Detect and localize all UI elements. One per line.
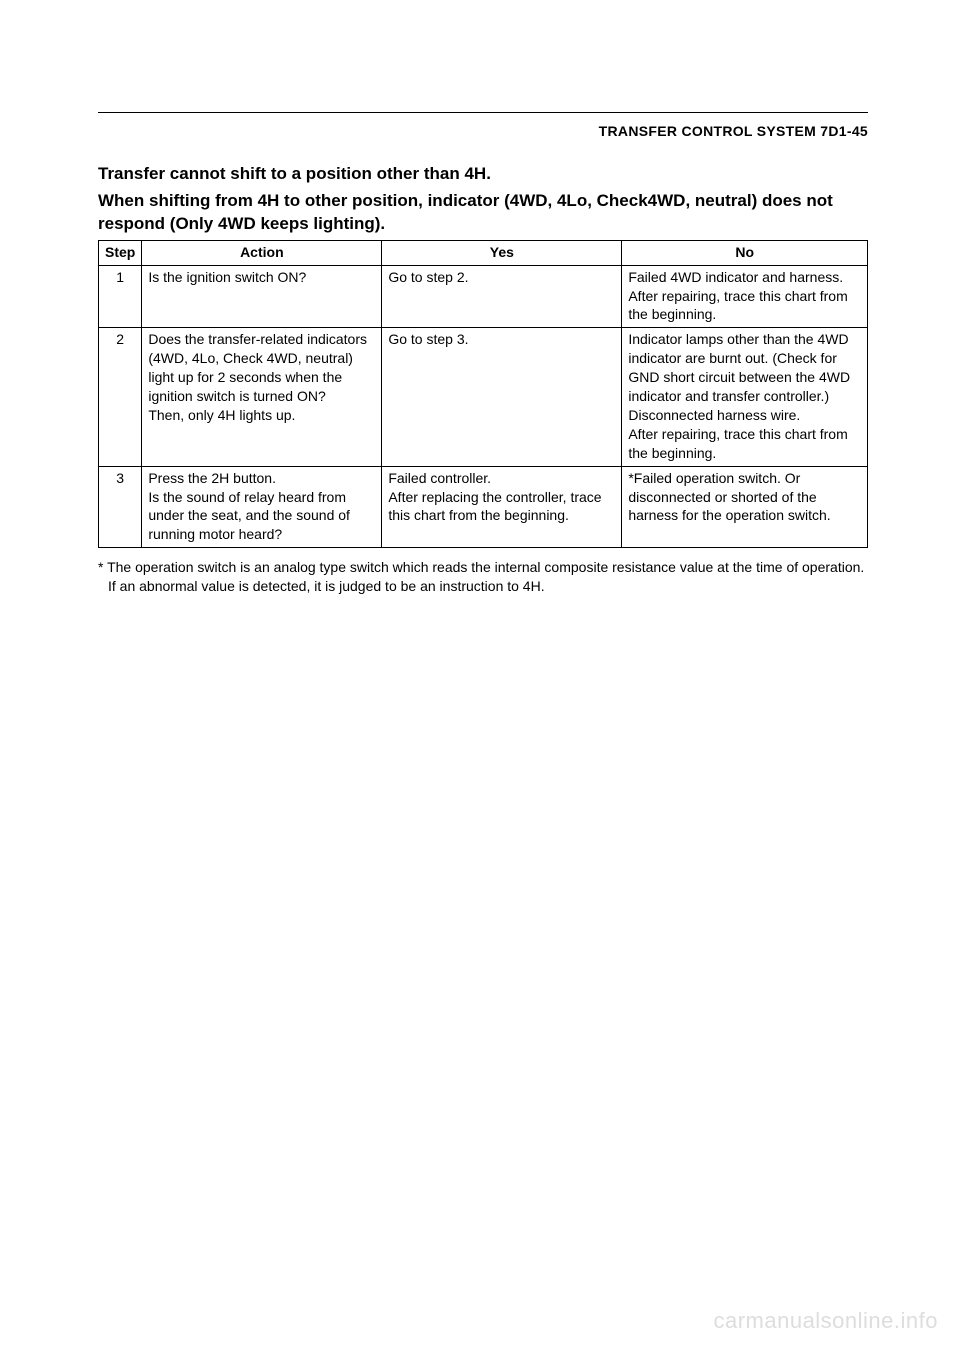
section-title-2: When shifting from 4H to other position,… bbox=[98, 190, 868, 236]
cell-step: 2 bbox=[99, 328, 142, 466]
table-row: 2 Does the transfer-related indicators (… bbox=[99, 328, 868, 466]
col-header-yes: Yes bbox=[382, 240, 622, 265]
cell-yes: Failed controller.After replacing the co… bbox=[382, 466, 622, 548]
diagnostic-table: Step Action Yes No 1 Is the ignition swi… bbox=[98, 240, 868, 548]
watermark: carmanualsonline.info bbox=[713, 1308, 938, 1334]
cell-step: 1 bbox=[99, 265, 142, 328]
cell-no: Failed 4WD indicator and harness.After r… bbox=[622, 265, 868, 328]
page-content: TRANSFER CONTROL SYSTEM 7D1-45 Transfer … bbox=[0, 0, 960, 596]
col-header-step: Step bbox=[99, 240, 142, 265]
cell-yes: Go to step 2. bbox=[382, 265, 622, 328]
cell-action: Is the ignition switch ON? bbox=[142, 265, 382, 328]
col-header-action: Action bbox=[142, 240, 382, 265]
col-header-no: No bbox=[622, 240, 868, 265]
cell-no: Indicator lamps other than the 4WD indic… bbox=[622, 328, 868, 466]
table-row: 3 Press the 2H button.Is the sound of re… bbox=[99, 466, 868, 548]
cell-action: Does the transfer-related indicators (4W… bbox=[142, 328, 382, 466]
table-row: 1 Is the ignition switch ON? Go to step … bbox=[99, 265, 868, 328]
cell-no: *Failed operation switch. Or disconnecte… bbox=[622, 466, 868, 548]
cell-yes: Go to step 3. bbox=[382, 328, 622, 466]
cell-step: 3 bbox=[99, 466, 142, 548]
cell-action: Press the 2H button.Is the sound of rela… bbox=[142, 466, 382, 548]
table-header-row: Step Action Yes No bbox=[99, 240, 868, 265]
section-title-1: Transfer cannot shift to a position othe… bbox=[98, 163, 868, 186]
page-header: TRANSFER CONTROL SYSTEM 7D1-45 bbox=[98, 123, 868, 139]
footnote: * The operation switch is an analog type… bbox=[98, 558, 868, 596]
header-rule bbox=[98, 112, 868, 113]
